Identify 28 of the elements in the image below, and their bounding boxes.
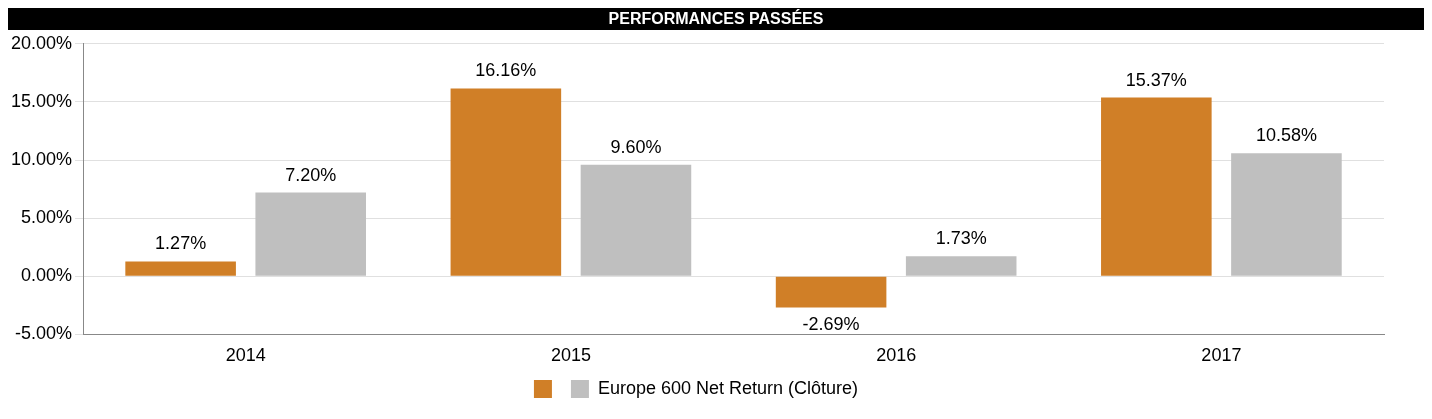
y-tick-label: -5.00%: [15, 323, 73, 344]
bar: [905, 256, 1017, 276]
data-label: 1.73%: [935, 228, 987, 249]
data-label: 9.60%: [610, 136, 662, 157]
bar: [580, 164, 692, 276]
data-label: 1.27%: [155, 233, 207, 254]
data-label: -2.69%: [802, 313, 860, 334]
legend-label: Europe 600 Net Return (Clôture): [597, 377, 859, 398]
y-tick-label: 10.00%: [10, 149, 73, 170]
y-tick-label: 0.00%: [21, 265, 73, 286]
x-tick-label: 2017: [1201, 345, 1242, 366]
bar: [1231, 153, 1342, 276]
data-label: 10.58%: [1255, 125, 1317, 146]
x-tick-label: 2016: [876, 345, 917, 366]
bar: [125, 261, 236, 276]
data-label: 16.16%: [475, 60, 537, 81]
y-tick-label: 20.00%: [10, 32, 73, 53]
y-tick-label: 5.00%: [21, 207, 73, 228]
bar: [775, 276, 887, 308]
x-tick-label: 2014: [225, 345, 266, 366]
bar: [255, 192, 367, 276]
bar: [450, 88, 562, 276]
bar: [1101, 97, 1212, 276]
data-label: 7.20%: [285, 164, 337, 185]
chart-title: PERFORMANCES PASSÉES: [8, 8, 1424, 30]
y-tick-label: 15.00%: [10, 90, 73, 111]
x-tick-label: 2015: [550, 345, 591, 366]
data-label: 15.37%: [1125, 69, 1187, 90]
